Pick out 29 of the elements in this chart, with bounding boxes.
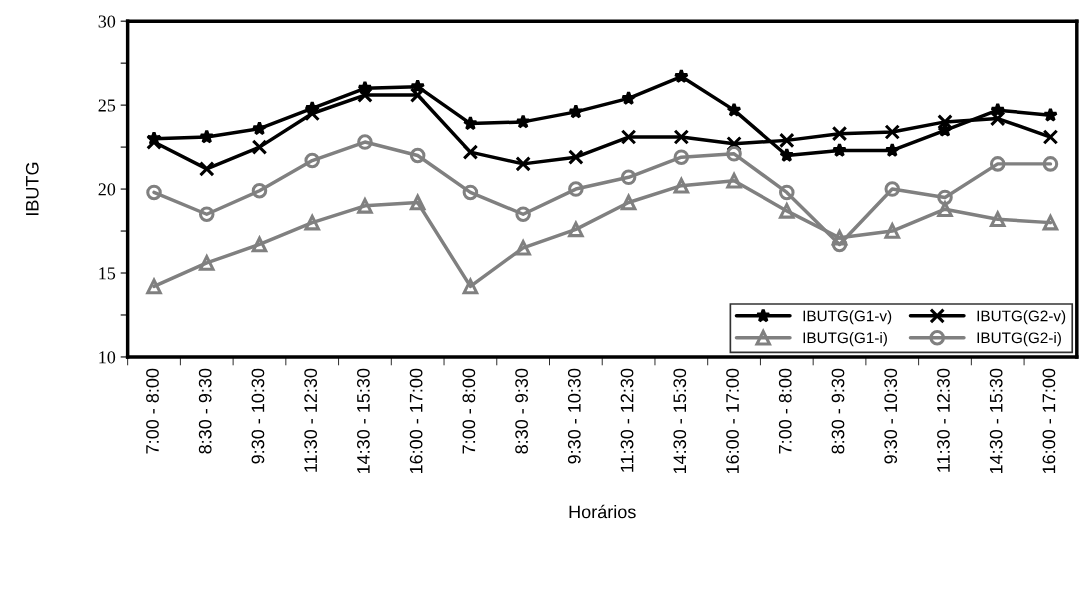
x-tick-label: 8:30 - 9:30 xyxy=(198,368,212,454)
x-tick-label: 9:30 - 10:30 xyxy=(884,368,898,464)
y-axis-title: IBUTG xyxy=(25,162,39,215)
legend-label: IBUTG(G1-i) xyxy=(803,332,887,347)
x-tick-label: 7:00 - 8:00 xyxy=(778,368,792,454)
x-tick-label: 16:00 - 17:00 xyxy=(409,368,423,474)
y-tick-label: 20 xyxy=(98,183,116,196)
x-tick-label: 8:30 - 9:30 xyxy=(515,368,528,454)
y-tick-label: 25 xyxy=(98,99,116,112)
y-tick-label: 10 xyxy=(99,351,116,364)
x-tick-label: 14:30 - 15:30 xyxy=(989,368,1003,474)
legend-label: IBUTG(G2-i) xyxy=(977,332,1061,347)
x-tick-label: 11:30 - 12:30 xyxy=(937,368,950,472)
x-tick-label: 9:30 - 10:30 xyxy=(567,368,581,464)
legend-label: IBUTG(G2-v) xyxy=(977,310,1066,325)
x-tick-label: 11:30 - 12:30 xyxy=(304,368,318,472)
legend-label: IBUTG(G1-v) xyxy=(803,310,892,325)
x-tick-label: 7:00 - 8:00 xyxy=(462,368,476,454)
x-axis-title: Horários xyxy=(569,504,636,519)
x-tick-label: 8:30 - 9:30 xyxy=(831,368,845,454)
x-tick-label: 14:30 - 15:30 xyxy=(673,368,687,474)
x-tick-label: 11:30 - 12:30 xyxy=(620,368,634,472)
x-tick-label: 7:00 - 8:00 xyxy=(146,368,159,454)
y-tick-label: 30 xyxy=(98,15,116,28)
x-tick-label: 16:00 - 17:00 xyxy=(726,368,739,474)
x-tick-label: 16:00 - 17:00 xyxy=(1042,368,1056,474)
y-tick-label: 15 xyxy=(99,267,116,280)
x-tick-label: 9:30 - 10:30 xyxy=(251,368,265,464)
x-tick-label: 14:30 - 15:30 xyxy=(357,368,370,474)
